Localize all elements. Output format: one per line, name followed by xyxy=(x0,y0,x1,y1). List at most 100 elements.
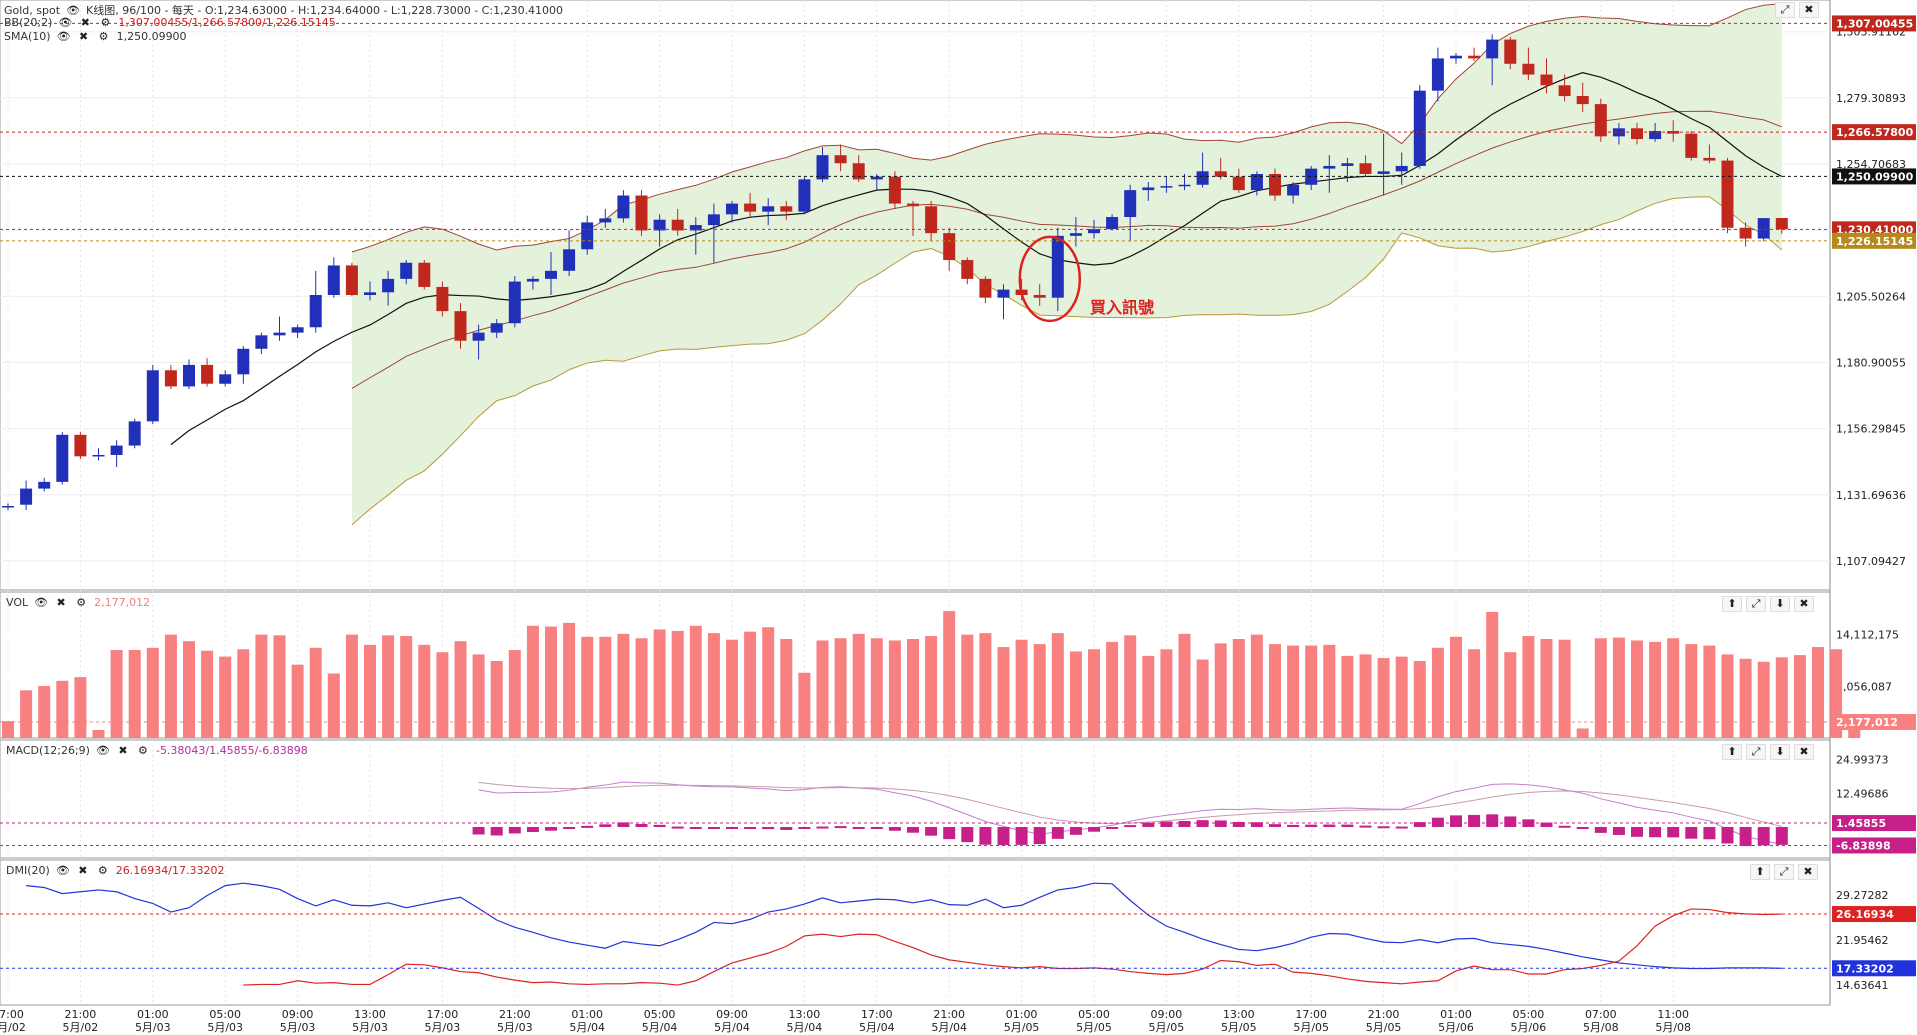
move-up-icon[interactable]: ⬆ xyxy=(1722,596,1742,612)
candle-body xyxy=(780,206,793,212)
gear-icon[interactable]: ⚙ xyxy=(76,596,87,609)
vol-tick-label: 14,112,175 xyxy=(1836,629,1899,642)
eye-icon[interactable]: 👁 xyxy=(66,3,81,17)
volume-bar xyxy=(472,654,485,738)
volume-bar xyxy=(997,647,1010,738)
volume-bar xyxy=(545,626,557,738)
candle-body xyxy=(943,233,956,261)
price-tag-bg xyxy=(1832,232,1916,249)
candle-body xyxy=(1395,165,1408,172)
candle-body xyxy=(852,163,865,180)
eye-icon[interactable]: 👁 xyxy=(58,16,73,29)
close-icon[interactable]: ✖ xyxy=(1794,744,1814,760)
macd-histogram-bar xyxy=(907,827,919,833)
candle-body xyxy=(834,155,847,164)
price-tick-label: 1,254.70683 xyxy=(1836,158,1906,171)
close-icon[interactable]: ✖ xyxy=(78,864,88,877)
volume-bar xyxy=(1468,649,1481,738)
maximize-icon[interactable]: ⤢ xyxy=(1746,596,1766,612)
eye-icon[interactable]: 👁 xyxy=(55,864,70,877)
candle-body xyxy=(888,176,901,204)
macd-histogram-bar xyxy=(671,826,684,829)
price-tick-label: 1,279.30893 xyxy=(1836,92,1906,105)
macd-histogram-bar xyxy=(1468,814,1481,827)
macd-histogram-bar xyxy=(1069,827,1082,835)
macd-histogram-bar xyxy=(1377,826,1390,829)
bb-label: BB(20;2) xyxy=(4,16,53,29)
candle-body xyxy=(744,203,757,212)
close-icon[interactable]: ✖ xyxy=(118,744,128,757)
volume-bar xyxy=(1775,657,1788,738)
eye-icon[interactable]: 👁 xyxy=(34,596,49,609)
gear-icon[interactable]: ⚙ xyxy=(138,744,148,757)
candle-body xyxy=(128,421,141,446)
dmi-minus-line xyxy=(243,908,1782,986)
move-up-icon[interactable]: ⬆ xyxy=(1722,744,1742,760)
volume-bar xyxy=(1359,654,1372,738)
time-tick-label: 11:00 xyxy=(1657,1008,1689,1021)
candle-body xyxy=(961,260,974,279)
eye-icon[interactable]: 👁 xyxy=(56,30,71,43)
volume-bar xyxy=(1214,643,1227,738)
candle-body xyxy=(1323,165,1336,169)
close-icon[interactable]: ✖ xyxy=(1794,596,1814,612)
date-tick-label: 5月/04 xyxy=(931,1021,967,1034)
macd-histogram-bar xyxy=(798,827,811,829)
close-icon[interactable]: ✖ xyxy=(56,596,66,609)
candle-body xyxy=(1540,74,1553,86)
gear-icon[interactable]: ⚙ xyxy=(98,30,109,43)
volume-bar xyxy=(707,633,720,738)
candle-body xyxy=(508,281,521,324)
time-tick-label: 09:00 xyxy=(716,1008,748,1021)
candle-body xyxy=(1160,186,1173,188)
macd-tick-label: 12.49686 xyxy=(1836,787,1889,800)
candle-body xyxy=(291,327,304,333)
volume-bar xyxy=(1250,634,1263,738)
macd-histogram-bar xyxy=(1739,827,1752,847)
close-icon[interactable]: ✖ xyxy=(78,30,89,43)
candle-body xyxy=(599,218,612,223)
macd-histogram-bar xyxy=(1703,827,1716,840)
maximize-icon[interactable]: ⤢ xyxy=(1775,2,1795,18)
date-tick-label: 5月/03 xyxy=(497,1021,533,1034)
gear-icon[interactable]: ⚙ xyxy=(97,864,108,877)
volume-bar xyxy=(1232,639,1245,738)
close-icon[interactable]: ✖ xyxy=(1799,2,1819,18)
macd-histogram-bar xyxy=(1088,827,1100,832)
panel-dmi xyxy=(0,859,1831,1006)
macd-histogram-bar xyxy=(744,827,757,829)
move-up-icon[interactable]: ⬆ xyxy=(1750,864,1770,880)
volume-bar xyxy=(454,641,467,738)
close-icon[interactable]: ✖ xyxy=(1798,864,1818,880)
candle-body xyxy=(925,206,938,234)
volume-bar xyxy=(1142,655,1155,738)
move-down-icon[interactable]: ⬇ xyxy=(1770,596,1790,612)
maximize-icon[interactable]: ⤢ xyxy=(1746,744,1766,760)
candle-body xyxy=(273,332,286,336)
candle-body xyxy=(364,292,376,295)
dmi-tag-bg xyxy=(1832,906,1916,923)
eye-icon[interactable]: 👁 xyxy=(95,744,110,757)
macd-histogram-bar xyxy=(1232,821,1245,827)
close-icon[interactable]: ✖ xyxy=(80,16,90,29)
candle-body xyxy=(1106,217,1119,230)
volume-bar xyxy=(201,650,214,738)
volume-bar xyxy=(1069,651,1082,738)
price-tick-label: 1,205.50264 xyxy=(1836,290,1906,303)
volume-bar xyxy=(581,636,594,738)
macd-histogram-bar xyxy=(1721,827,1734,844)
volume-bar xyxy=(1413,661,1426,738)
macd-histogram-bar xyxy=(1160,821,1173,827)
maximize-icon[interactable]: ⤢ xyxy=(1774,864,1794,880)
gear-icon[interactable]: ⚙ xyxy=(100,16,111,29)
macd-histogram-bar xyxy=(943,827,956,840)
volume-bar xyxy=(1793,655,1806,738)
move-down-icon[interactable]: ⬇ xyxy=(1770,744,1790,760)
volume-bar xyxy=(653,629,666,738)
volume-bar xyxy=(834,638,847,738)
dmi-tick-label: 29.27282 xyxy=(1836,889,1889,902)
volume-bar xyxy=(1703,645,1716,738)
volume-bar xyxy=(1160,649,1173,738)
macd-histogram-bar xyxy=(1106,827,1119,829)
volume-bar xyxy=(237,649,250,738)
